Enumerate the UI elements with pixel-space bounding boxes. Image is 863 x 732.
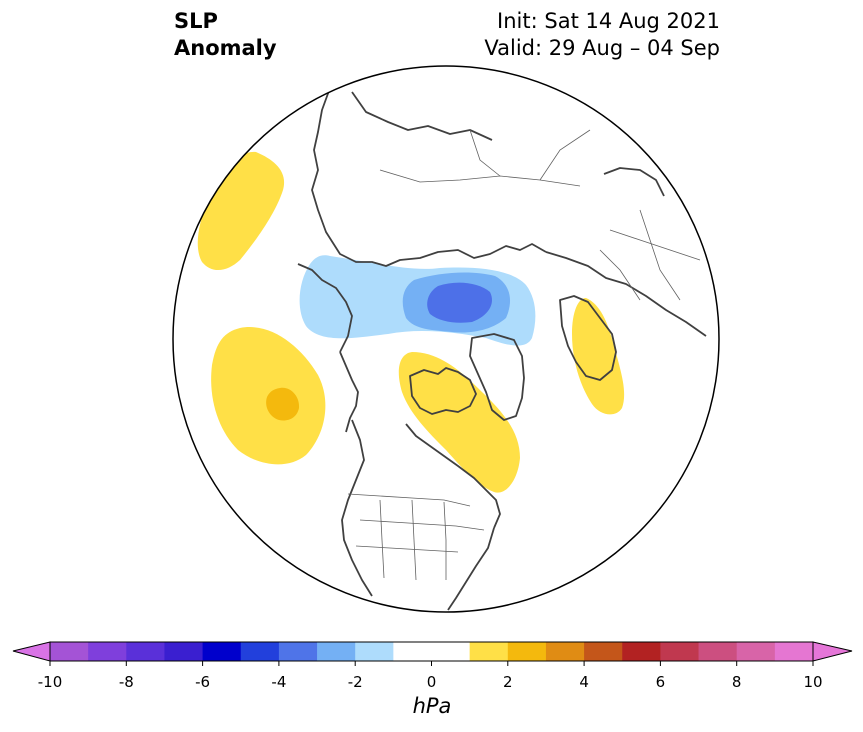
coastline-greenland — [469, 333, 525, 421]
coastline-east-asia — [351, 91, 493, 141]
globe-boundary — [172, 65, 720, 613]
border-europe-1 — [609, 229, 701, 261]
forecast-dates: Init: Sat 14 Aug 2021 Valid: 29 Aug – 04… — [484, 8, 720, 62]
init-date: Init: Sat 14 Aug 2021 — [497, 9, 720, 33]
anomaly-hudson-bay — [398, 352, 520, 493]
colorbar-over-arrow — [812, 641, 853, 662]
colorbar-tick-label: -4 — [271, 673, 287, 691]
colorbar-segment — [278, 642, 318, 661]
coastline-scandinavia — [559, 295, 617, 381]
colorbar-segment — [240, 642, 280, 661]
border-europe-2 — [639, 209, 681, 301]
colorbar-segment — [469, 642, 509, 661]
anomaly-arctic-low-core — [427, 282, 492, 323]
colorbar-segment — [164, 642, 204, 661]
colorbar-segment — [50, 642, 89, 661]
colorbar-tick-label: 10 — [803, 673, 823, 691]
border-russia-china — [379, 169, 581, 187]
anomaly-scandinavia — [572, 298, 625, 415]
colorbar-tick-label: 8 — [731, 673, 742, 691]
coastline-na-west — [341, 419, 373, 597]
colorbar — [12, 641, 853, 666]
border-asia-interior — [469, 129, 591, 181]
coastline-siberia — [311, 87, 547, 267]
colorbar-segment — [736, 642, 776, 661]
anomaly-shading — [197, 151, 625, 493]
coastlines — [297, 87, 707, 611]
colorbar-unit-label: hPa — [412, 694, 452, 718]
border-europe-3 — [599, 249, 641, 301]
coastline-canadian-archipelago — [409, 367, 477, 415]
anomaly-gulf-of-alaska-core — [266, 387, 300, 421]
coastline-black-sea — [603, 167, 665, 197]
colorbar-segment — [317, 642, 356, 661]
colorbar-tick-label: 4 — [579, 673, 589, 691]
colorbar-segment — [660, 642, 700, 661]
coastline-kamchatka — [297, 263, 353, 353]
map-title: SLP Anomaly — [174, 8, 277, 62]
colorbar-segment — [431, 642, 471, 661]
colorbar-segment — [698, 642, 738, 661]
colorbar-tick-label: 0 — [426, 673, 437, 691]
map-background — [173, 66, 719, 612]
political-borders — [347, 129, 701, 581]
variable-name-line1: SLP — [174, 9, 218, 33]
border-us-states-5 — [443, 501, 447, 580]
colorbar-tick-label: -8 — [118, 673, 134, 691]
coastline-alaska — [339, 351, 359, 433]
valid-range: Valid: 29 Aug – 04 Sep — [484, 36, 720, 60]
coastline-na-east — [447, 527, 495, 611]
colorbar-tick-label: -2 — [347, 673, 363, 691]
colorbar-segment — [88, 642, 127, 661]
colorbar-under-arrow — [12, 641, 51, 662]
colorbar-tick-label: -10 — [37, 673, 63, 691]
colorbar-tick-label: 6 — [655, 673, 666, 691]
colorbar-segment — [622, 642, 661, 661]
colorbar-segment — [774, 642, 814, 661]
coastline-hudson-bay — [405, 423, 501, 529]
polar-map — [172, 65, 720, 613]
colorbar-segment — [393, 642, 433, 661]
border-us-canada — [347, 493, 471, 507]
variable-name-line2: Anomaly — [174, 36, 277, 60]
colorbar-segment — [584, 642, 623, 661]
colorbar-segment — [507, 642, 547, 661]
border-us-states-4 — [411, 499, 417, 581]
colorbar-tick-label: -6 — [195, 673, 211, 691]
colorbar-segments — [50, 642, 814, 661]
colorbar-segment — [545, 642, 585, 661]
border-us-states-2 — [355, 545, 459, 553]
colorbar-tick-label: 2 — [503, 673, 513, 691]
coastline-europe — [545, 251, 707, 337]
colorbar-segment — [355, 642, 394, 661]
colorbar-segment — [202, 642, 242, 661]
colorbar-segment — [126, 642, 166, 661]
border-us-states-3 — [379, 499, 385, 579]
